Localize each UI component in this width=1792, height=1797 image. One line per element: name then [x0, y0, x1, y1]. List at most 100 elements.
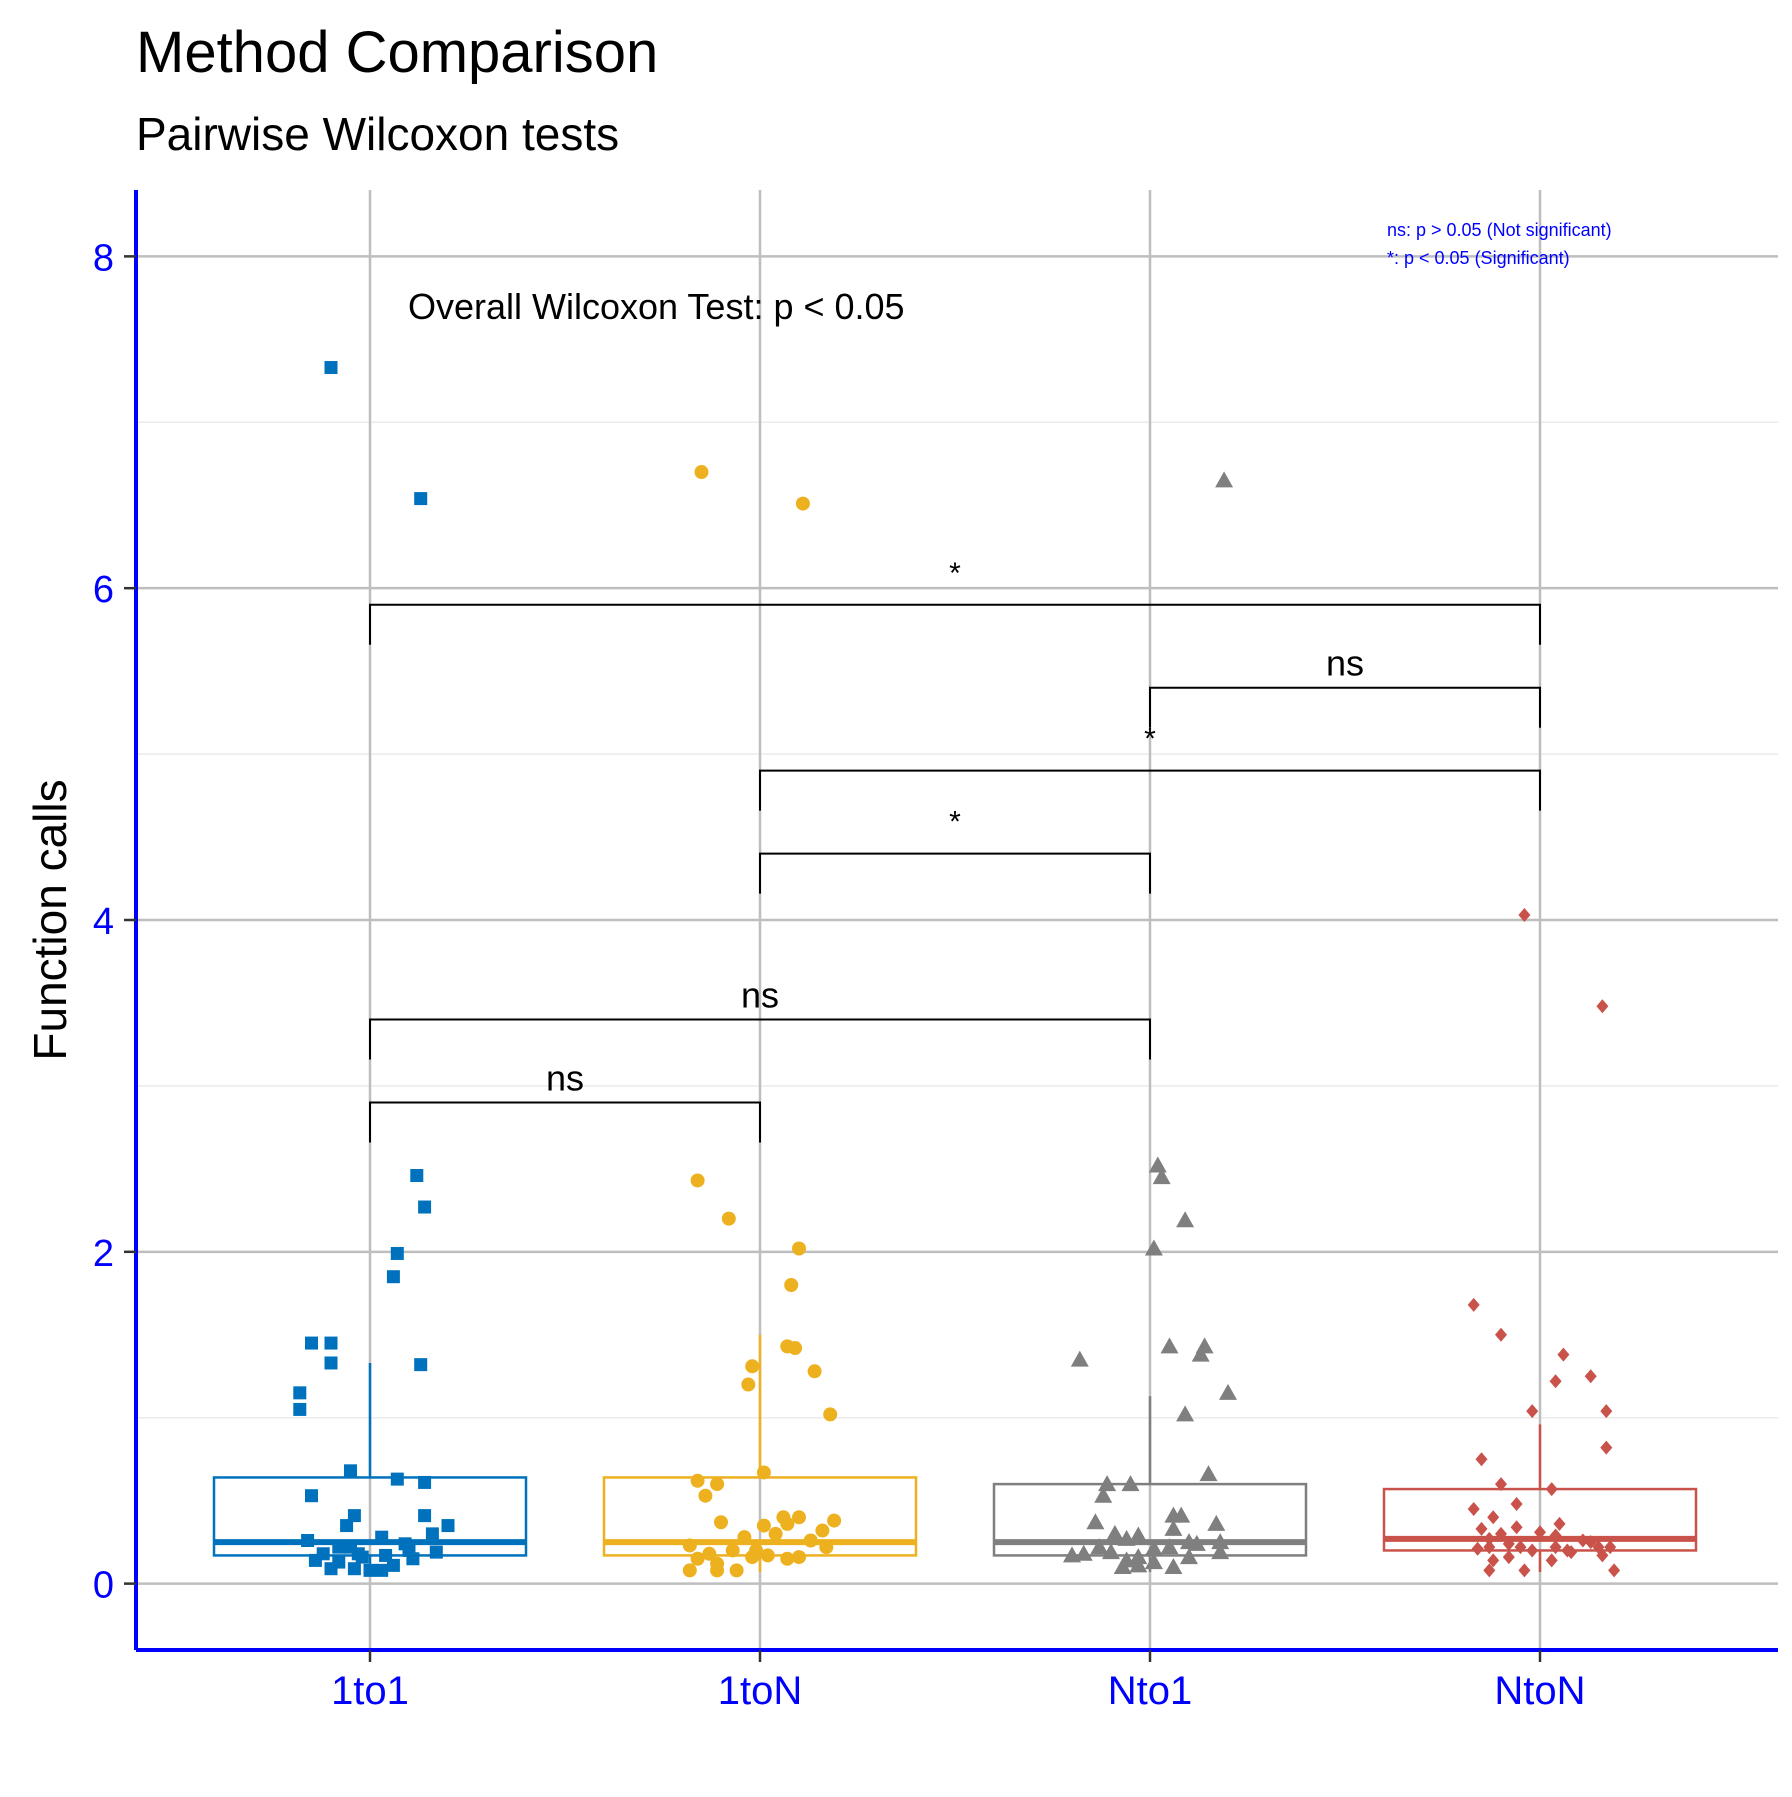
- point-Nto1: [1074, 1544, 1093, 1561]
- gridlines: [136, 190, 1778, 1650]
- point-Nto1: [1129, 1556, 1148, 1573]
- legend-note: ns: p > 0.05 (Not significant): [1387, 220, 1612, 240]
- point-NtoN: [1608, 1563, 1621, 1578]
- point-NtoN: [1518, 908, 1531, 923]
- y-tick-label: 0: [93, 1565, 114, 1607]
- point-Nto1: [1172, 1506, 1191, 1523]
- point-1to1: [324, 361, 338, 375]
- point-NtoN: [1495, 1327, 1507, 1342]
- comparison-bracket: [759, 769, 1541, 811]
- point-1toN: [737, 1530, 752, 1545]
- point-Nto1: [1176, 1211, 1195, 1228]
- point-Nto1: [1094, 1486, 1113, 1503]
- point-1to1: [308, 1553, 322, 1567]
- point-Nto1: [1144, 1553, 1163, 1570]
- point-NtoN: [1495, 1477, 1507, 1492]
- comparison-bracket: [369, 603, 1541, 645]
- point-NtoN: [1561, 1543, 1574, 1558]
- point-Nto1: [1148, 1156, 1167, 1173]
- point-1toN: [698, 1488, 713, 1503]
- point-NtoN: [1584, 1535, 1597, 1550]
- point-Nto1: [1211, 1533, 1230, 1550]
- point-NtoN: [1600, 1440, 1613, 1455]
- point-1to1: [363, 1563, 377, 1577]
- point-1to1: [386, 1270, 400, 1284]
- box-1to1: [212, 1476, 528, 1557]
- point-Nto1: [1199, 1465, 1218, 1482]
- point-1to1: [301, 1534, 315, 1547]
- point-1toN: [803, 1533, 818, 1548]
- chart-subtitle: Pairwise Wilcoxon tests: [136, 108, 619, 160]
- axes: 0 2 4 6 8 1to1 1toN Nto1 NtoN: [93, 190, 1778, 1713]
- point-NtoN: [1467, 1501, 1480, 1516]
- comparison-bracket: [369, 1101, 761, 1143]
- point-1to1: [441, 1519, 455, 1533]
- comparison-label: *: [1144, 723, 1156, 756]
- point-1to1: [332, 1540, 346, 1554]
- annotations: Overall Wilcoxon Test: p < 0.05 ns: p > 0…: [408, 220, 1612, 327]
- point-NtoN: [1549, 1540, 1562, 1555]
- point-NtoN: [1467, 1297, 1480, 1312]
- point-NtoN: [1483, 1531, 1496, 1546]
- point-1to1: [418, 1509, 432, 1523]
- point-Nto1: [1144, 1539, 1163, 1556]
- y-tick-label: 8: [93, 237, 114, 279]
- point-1toN: [745, 1359, 760, 1374]
- point-1toN: [729, 1563, 744, 1578]
- point-1to1: [324, 1336, 338, 1350]
- point-1to1: [293, 1386, 307, 1400]
- point-1to1: [305, 1336, 318, 1350]
- point-Nto1: [1129, 1526, 1148, 1543]
- point-NtoN: [1510, 1497, 1523, 1511]
- point-1toN: [795, 496, 810, 511]
- point-NtoN: [1475, 1452, 1488, 1467]
- point-1to1: [379, 1548, 393, 1562]
- point-NtoN: [1510, 1520, 1523, 1535]
- point-1to1: [410, 1169, 424, 1182]
- point-NtoN: [1502, 1550, 1515, 1565]
- comparison-label: *: [949, 557, 961, 590]
- point-NtoN: [1534, 1525, 1546, 1540]
- point-1toN: [741, 1377, 756, 1392]
- point-NtoN: [1604, 1540, 1617, 1555]
- point-NtoN: [1514, 1540, 1527, 1555]
- point-1toN: [792, 1550, 806, 1565]
- point-1to1: [414, 1358, 428, 1372]
- comparison-label: ns: [1326, 643, 1364, 684]
- box-NtoN: [1382, 1487, 1698, 1552]
- point-1toN: [756, 1465, 771, 1480]
- y-tick-label: 6: [93, 569, 114, 611]
- point-1to1: [344, 1540, 357, 1554]
- point-Nto1: [1219, 1383, 1237, 1400]
- point-NtoN: [1600, 1404, 1613, 1419]
- point-NtoN: [1518, 1563, 1531, 1578]
- y-tick-label: 4: [93, 901, 114, 943]
- point-1toN: [792, 1510, 806, 1525]
- point-NtoN: [1487, 1510, 1500, 1525]
- comparison-bracket: [1149, 686, 1541, 728]
- point-1to1: [390, 1246, 404, 1260]
- point-1toN: [792, 1241, 806, 1256]
- point-Nto1: [1152, 1168, 1171, 1185]
- point-1to1: [344, 1464, 357, 1478]
- point-1to1: [347, 1562, 361, 1576]
- point-NtoN: [1495, 1526, 1507, 1541]
- point-1toN: [760, 1548, 775, 1563]
- comparison-bracket: [369, 1018, 1151, 1060]
- point-1toN: [710, 1563, 725, 1578]
- point-NtoN: [1553, 1516, 1566, 1531]
- point-Nto1: [1063, 1546, 1081, 1563]
- point-1to1: [305, 1489, 318, 1503]
- point-NtoN: [1502, 1536, 1515, 1551]
- point-1toN: [780, 1551, 795, 1566]
- point-1toN: [784, 1278, 799, 1292]
- point-NtoN: [1557, 1347, 1570, 1362]
- comparison-label: *: [949, 806, 961, 839]
- point-1to1: [375, 1530, 389, 1544]
- point-1to1: [293, 1402, 307, 1416]
- point-NtoN: [1471, 1541, 1484, 1556]
- x-tick-label: NtoN: [1494, 1669, 1585, 1713]
- point-Nto1: [1105, 1524, 1124, 1541]
